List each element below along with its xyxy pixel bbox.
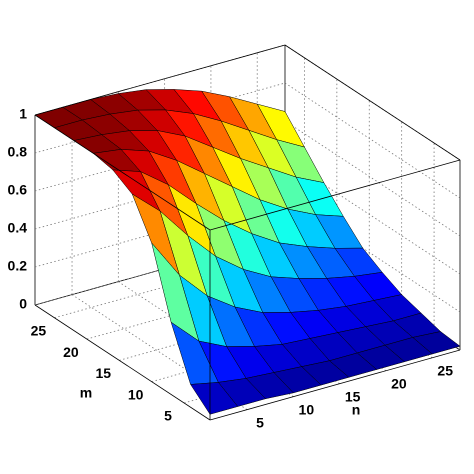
z-tick-label: 1 xyxy=(19,106,27,122)
z-tick-label: 0.4 xyxy=(8,220,28,236)
grid-line xyxy=(284,120,461,237)
x-tick-label: 10 xyxy=(299,401,315,417)
box-edge xyxy=(34,114,211,231)
surface-patch xyxy=(190,382,239,415)
grid-line xyxy=(284,158,461,275)
y-tick-label: 10 xyxy=(128,386,144,402)
z-tick-label: 0.2 xyxy=(8,258,28,274)
x-axis-label: n xyxy=(352,402,361,418)
x-tick-label: 15 xyxy=(345,388,361,404)
grid-line xyxy=(34,82,286,154)
box-edge xyxy=(284,44,461,161)
z-tick-label: 0.8 xyxy=(8,144,28,160)
x-tick-label: 20 xyxy=(391,375,407,391)
z-tick-label: 0 xyxy=(19,296,27,312)
box-edge xyxy=(209,159,461,231)
box-edge xyxy=(209,349,461,421)
x-tick-label: 25 xyxy=(437,362,453,378)
grid-line xyxy=(284,196,461,313)
y-tick-label: 15 xyxy=(95,365,111,381)
y-tick-label: 5 xyxy=(164,408,172,424)
box-edge xyxy=(34,304,211,421)
y-tick-label: 25 xyxy=(31,322,47,338)
y-axis-label: m xyxy=(80,385,92,401)
box-edge xyxy=(34,44,286,116)
z-tick-label: 0.6 xyxy=(8,182,28,198)
x-tick-label: 5 xyxy=(256,414,264,430)
y-tick-label: 20 xyxy=(63,344,79,360)
grid-line xyxy=(284,82,461,199)
grid-line xyxy=(71,294,248,410)
